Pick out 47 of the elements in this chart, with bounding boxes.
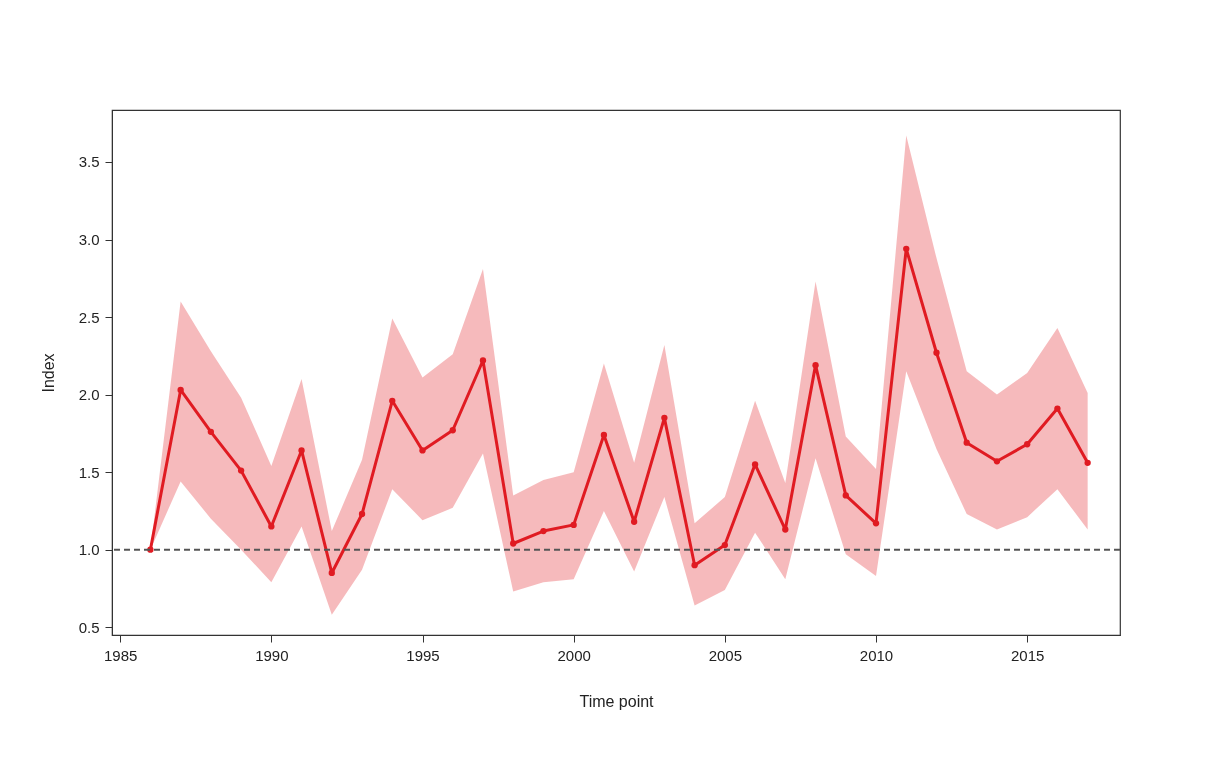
point (600, 431, 608, 439)
x-tick-label: 2015 (1010, 646, 1045, 664)
point (389, 397, 396, 404)
point (812, 361, 819, 369)
x-tick-label: 2000 (557, 646, 591, 664)
y-tick-label: 2.5 (78, 308, 100, 326)
y-tick-label: 1.0 (78, 541, 100, 559)
y-tick-label: 3.0 (78, 231, 100, 249)
x-tick-label: 2005 (708, 646, 743, 664)
y-axis-title: Index (39, 353, 57, 393)
point (630, 518, 638, 525)
point (237, 467, 245, 474)
point (449, 427, 456, 434)
point (479, 357, 487, 364)
point (872, 520, 880, 527)
point (358, 510, 366, 518)
x-tick-label: 2010 (859, 646, 894, 664)
y-tick-label: 0.5 (78, 618, 100, 636)
point (1024, 441, 1031, 448)
point (268, 523, 275, 530)
x-tick-label: 1995 (406, 646, 440, 664)
point (1054, 405, 1061, 412)
point (177, 386, 184, 394)
point (691, 562, 698, 569)
x-tick-label: 1985 (103, 646, 138, 664)
point (721, 541, 728, 549)
x-axis-title: Time point (579, 692, 655, 710)
point (993, 458, 1001, 465)
point (510, 540, 517, 547)
y-tick-label: 3.5 (78, 153, 100, 171)
point (751, 461, 759, 468)
point (207, 428, 215, 435)
point (298, 447, 305, 454)
point (570, 521, 577, 529)
y-tick-label: 1.5 (78, 463, 100, 481)
point (782, 526, 789, 533)
point (933, 349, 940, 356)
point (661, 414, 668, 422)
point (842, 492, 849, 499)
point (903, 245, 910, 252)
point (328, 569, 335, 577)
point (963, 439, 970, 446)
point (540, 527, 547, 535)
point (419, 447, 426, 454)
point (1084, 459, 1091, 466)
x-tick-label: 1990 (255, 646, 289, 664)
y-tick-label: 2.0 (78, 386, 100, 404)
